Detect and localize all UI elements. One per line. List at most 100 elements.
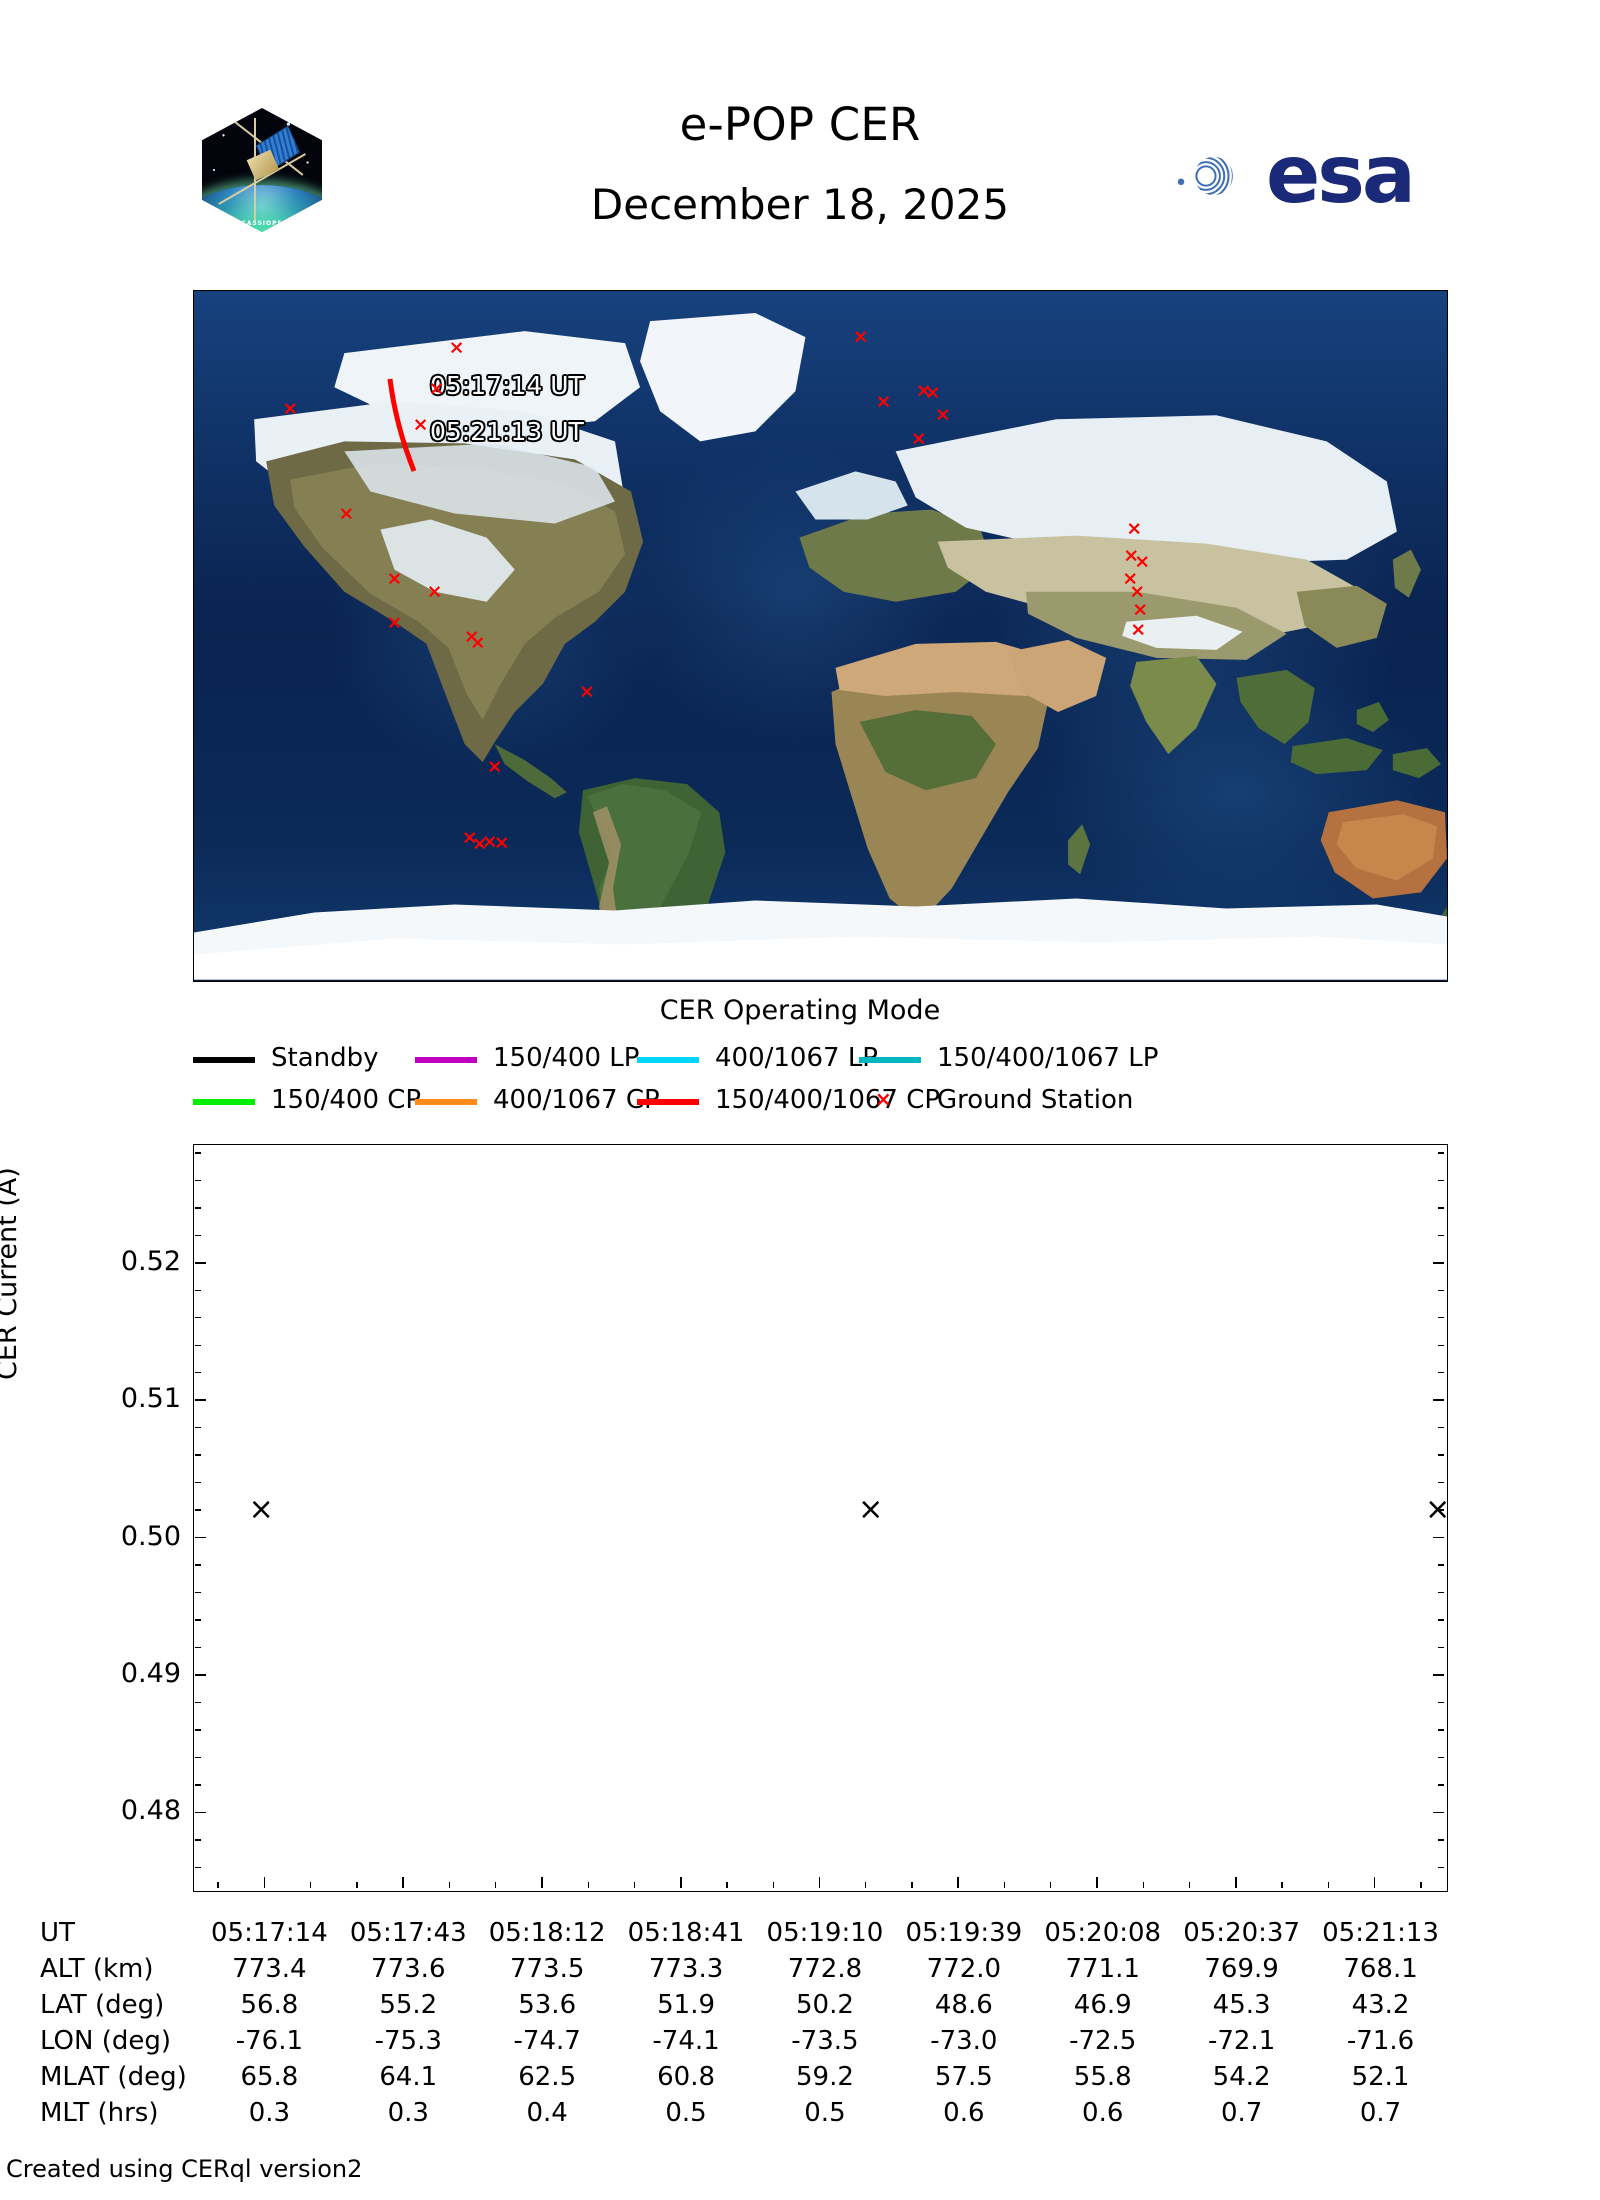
table-cell: 0.4 [526, 2098, 568, 2128]
table-cell: 64.1 [379, 2062, 438, 2092]
table-cell: 05:19:39 [905, 1918, 1023, 1948]
table-cell: 46.9 [1073, 1990, 1132, 2020]
legend-color-swatch [193, 1057, 255, 1063]
y-axis-minor-tick [195, 1839, 201, 1841]
legend-label: 400/1067 LP [715, 1043, 878, 1073]
table-row: LON (deg) -76.1 -75.3 -74.7 -74.1 -73.5 -73.0 -… [40, 2023, 1450, 2059]
table-row: ALT (km) 773.4 773.6 773.5 773.3 772.8 772.0 77… [40, 1951, 1450, 1987]
y-axis-minor-tick [195, 1481, 201, 1484]
table-cell: 43.2 [1351, 1990, 1410, 2020]
ground-station-marker: × [1134, 550, 1151, 573]
ground-station-marker: × [486, 755, 503, 778]
esa-swoosh-icon [1161, 131, 1233, 221]
map-subtitle: CER Operating Mode [659, 995, 941, 1026]
table-cell: 55.2 [379, 1990, 438, 2020]
y-axis-minor-tick [1438, 1784, 1444, 1786]
x-axis-minor-tick [633, 1882, 636, 1888]
x-axis-minor-tick [587, 1882, 589, 1888]
table-cell: 0.6 [1082, 2098, 1124, 2128]
table-row: LAT (deg) 56.8 55.2 53.6 51.9 50.2 48.6 46.9 45.… [40, 1987, 1450, 2023]
x-axis-minor-tick [1281, 1882, 1283, 1888]
esa-logo: esa [1158, 128, 1448, 226]
ground-station-marker: × [915, 379, 932, 402]
table-cell: -72.1 [1207, 2026, 1276, 2056]
y-axis-minor-tick [1438, 1426, 1444, 1429]
x-axis-minor-tick [356, 1882, 358, 1888]
table-cell: 0.3 [248, 2098, 291, 2128]
legend-label: 150/400 CP [271, 1085, 422, 1115]
ground-station-marker: × [426, 580, 443, 603]
table-row-label: ALT (km) [40, 1954, 154, 1984]
y-axis-tick [195, 1674, 206, 1676]
legend-label: 150/400/1067 LP [937, 1043, 1159, 1073]
y-axis-minor-tick [195, 1454, 201, 1456]
x-axis-tick [402, 1877, 404, 1888]
table-cell: 771.1 [1065, 1954, 1140, 1984]
table-cell: 0.5 [665, 2098, 707, 2128]
y-axis-minor-tick [1438, 1839, 1444, 1841]
ground-station-marker: × [934, 403, 951, 426]
y-axis-tick-label: 0.49 [120, 1658, 181, 1690]
y-axis-minor-tick [1438, 1289, 1444, 1291]
table-cell: 54.2 [1212, 2062, 1271, 2092]
ground-station-marker: × [875, 390, 892, 413]
ground-station-marker: × [469, 631, 486, 654]
table-row-label: LON (deg) [40, 2026, 172, 2056]
y-axis-minor-tick [195, 1207, 201, 1209]
ground-station-marker: × [461, 826, 478, 849]
table-cell: -75.3 [374, 2026, 442, 2056]
y-axis-minor-tick [1438, 1344, 1444, 1346]
y-axis-minor-tick [1438, 1179, 1444, 1182]
x-axis-minor-tick [1327, 1882, 1330, 1888]
y-axis-minor-tick [195, 1152, 201, 1154]
y-axis-minor-tick [1438, 1564, 1444, 1566]
y-axis-minor-tick [1438, 1756, 1444, 1759]
table-cell: 45.3 [1212, 1990, 1271, 2020]
legend-label: Ground Station [937, 1085, 1134, 1115]
ground-station-marker: × [493, 831, 510, 854]
x-axis-minor-tick [1050, 1882, 1052, 1888]
table-cell: 05:20:37 [1183, 1918, 1300, 1948]
y-axis-minor-tick [195, 1564, 201, 1566]
legend-color-swatch [859, 1057, 921, 1063]
legend: Standby 150/400 LP 400/1067 LP 150/400/1067… [193, 1043, 1453, 1125]
ground-station-marker: × [1129, 580, 1146, 603]
table-cell: -74.1 [652, 2026, 720, 2056]
table-cell: 48.6 [934, 1990, 993, 2020]
y-axis-minor-tick [195, 1344, 201, 1346]
y-axis-minor-tick [195, 1646, 201, 1649]
table-cell: 0.7 [1220, 2098, 1263, 2128]
x-axis-tick [263, 1877, 266, 1888]
plot-area[interactable] [193, 1144, 1448, 1892]
ground-station-marker: × [1126, 517, 1143, 540]
table-row: MLT (hrs) 0.3 0.3 0.4 0.5 0.5 0.6 0.6 0.7 0.7 [40, 2095, 1450, 2131]
table-cell: 52.1 [1351, 2062, 1410, 2092]
table-cell: -71.6 [1346, 2026, 1415, 2056]
y-axis-minor-tick [195, 1179, 201, 1182]
y-axis-minor-tick [195, 1784, 201, 1786]
y-axis-tick-label: 0.48 [120, 1795, 181, 1827]
table-cell: 05:17:43 [349, 1918, 467, 1948]
y-axis-tick-label: 0.51 [120, 1383, 181, 1415]
table-cell: 05:19:10 [766, 1918, 884, 1948]
table-cell: -73.5 [791, 2026, 859, 2056]
table-cell: 0.5 [804, 2098, 846, 2128]
ground-station-marker: × [852, 325, 869, 348]
ground-station-marker: × [1130, 618, 1147, 641]
y-axis-minor-tick [1438, 1481, 1444, 1484]
y-axis-minor-tick [1438, 1454, 1444, 1456]
table-cell: 773.5 [509, 1954, 585, 1984]
track-start-time-label: 05:17:14 UT [430, 371, 584, 400]
ground-station-marker: × [578, 680, 595, 703]
y-axis-tick [1433, 1811, 1444, 1814]
ground-station-marker: × [910, 427, 927, 450]
ground-station-marker: × [386, 567, 403, 590]
world-map[interactable]: 05:17:14 UT 05:21:13 UT × × × × × × × × × × × × × × × ×… [193, 290, 1448, 982]
y-axis-tick [195, 1261, 206, 1264]
y-axis-minor-tick [1438, 1729, 1444, 1731]
y-axis-minor-tick [1438, 1509, 1444, 1511]
data-point-marker: × [248, 1492, 274, 1528]
x-axis-tick [1373, 1877, 1376, 1888]
table-cell: 50.2 [796, 1990, 854, 2020]
table-cell: 05:21:13 [1322, 1918, 1439, 1948]
